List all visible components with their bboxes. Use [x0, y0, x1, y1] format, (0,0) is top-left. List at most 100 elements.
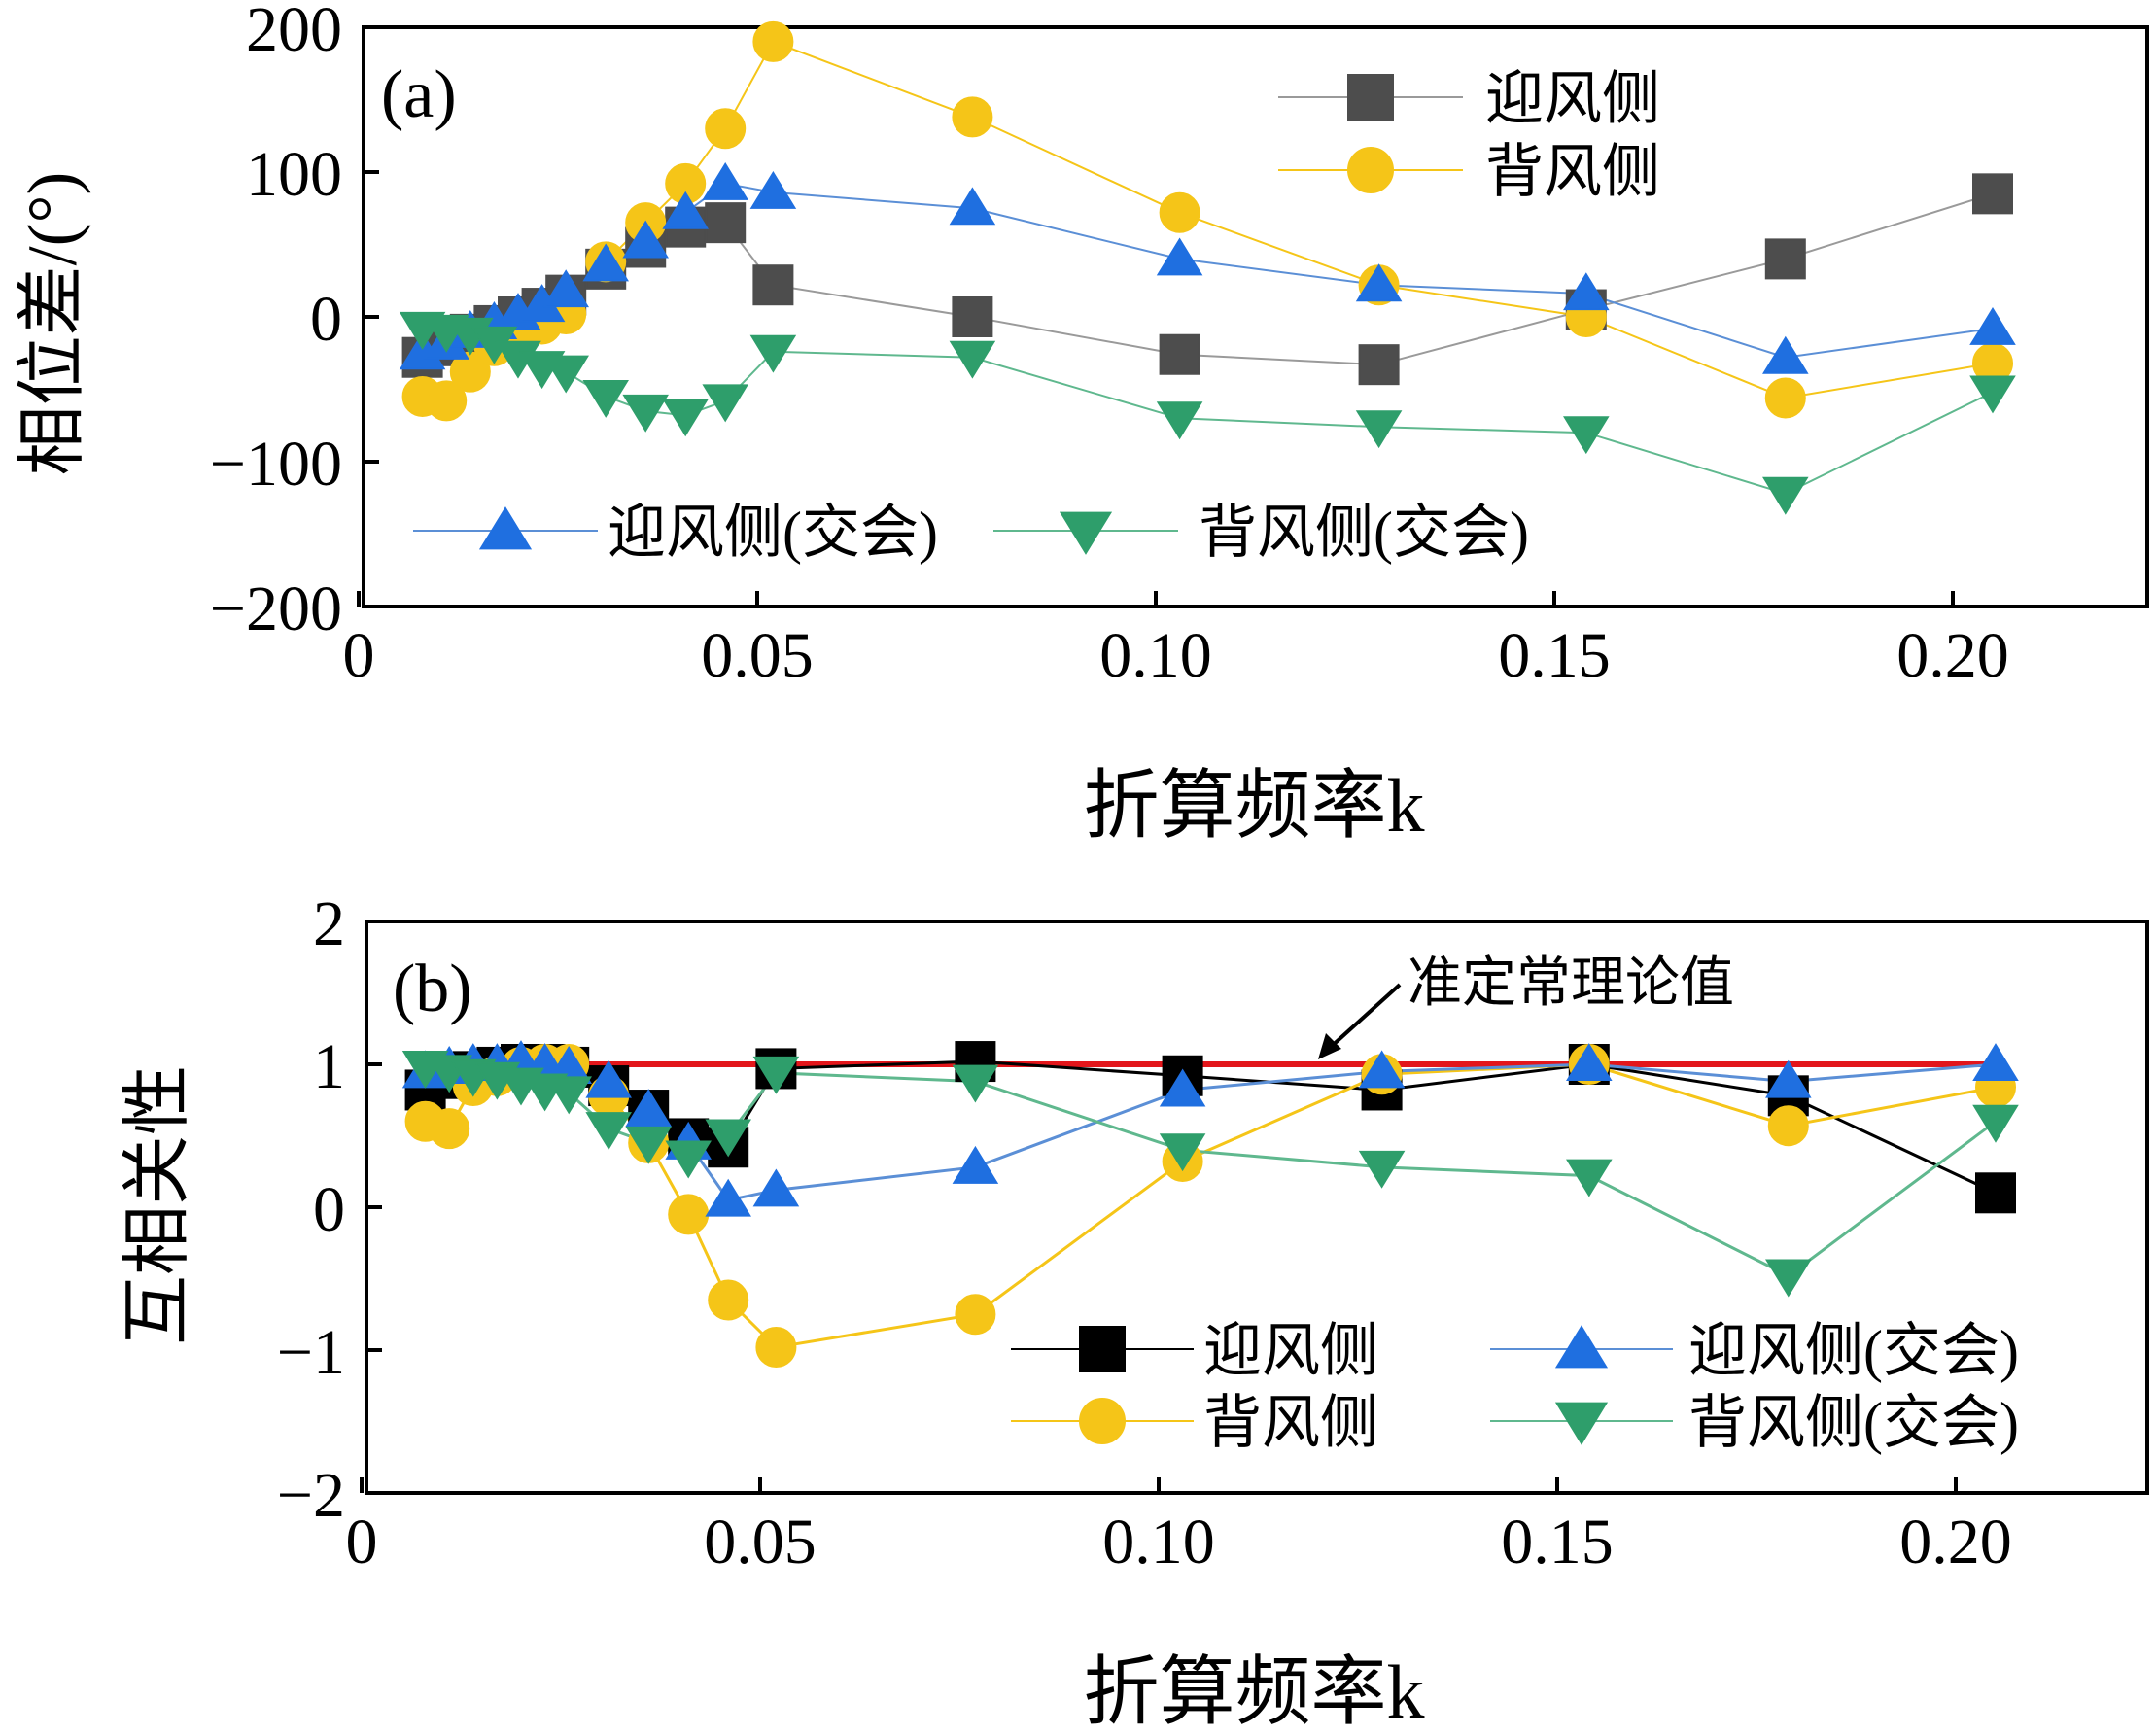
panel-a-windward-point — [952, 296, 993, 337]
panel-a-y-tick-label: 200 — [246, 0, 342, 65]
panel-b-windward-crossing-point — [952, 1145, 999, 1184]
panel-a-leeward-crossing-point — [662, 399, 709, 437]
panel-b-ticks: 0 0.05 0.10 0.15 0.20 2 1 0 −1 −2 — [277, 888, 2012, 1578]
panel-b-leeward-point — [1767, 1105, 1809, 1147]
panel-a-windward-point — [1358, 344, 1400, 386]
panel-a-legend-leeward-marker — [1347, 147, 1394, 193]
panel-a-ticks: 0 0.05 0.10 0.15 0.20 200 100 0 −100 −200 — [210, 0, 2009, 691]
panel-a-windward-point — [1159, 333, 1200, 375]
panel-a-y-tick-label: −100 — [210, 429, 342, 500]
panel-a-leeward-crossing-point — [949, 340, 996, 379]
panel-a-windward-crossing-point — [749, 170, 797, 209]
panel-a-label: (a) — [381, 57, 457, 132]
panel-a-legend-leeward-crossing-label: 背风侧(交会) — [1199, 501, 1529, 565]
panel-b-legend-leeward-label: 背风侧 — [1203, 1391, 1378, 1455]
panel-a-leeward-crossing-point — [702, 384, 748, 423]
panel-b-label: (b) — [393, 952, 472, 1026]
panel-a-windward-point — [705, 202, 747, 244]
panel-a-windward-crossing-point — [1969, 307, 2016, 345]
panel-b-windward-point — [1975, 1172, 2016, 1214]
panel-a-leeward-crossing-point — [1156, 401, 1203, 440]
panel-a-x-tick-label: 0 — [343, 620, 375, 691]
panel-b-reference-line-group: 准定常理论值 — [425, 954, 1996, 1067]
panel-b-series-markers — [401, 1040, 2019, 1369]
panel-a-leeward-point — [705, 108, 747, 150]
panel-b-y-tick-label: 0 — [313, 1174, 345, 1245]
panel-a-leeward-point — [426, 380, 468, 422]
panel-a-windward-crossing-point — [662, 191, 709, 229]
panel-a-x-tick-label: 0.10 — [1099, 620, 1212, 691]
panel-a-leeward-crossing-point — [622, 394, 669, 433]
panel-b-leeward-crossing-point — [1566, 1159, 1613, 1197]
panel-a-windward-point — [1972, 173, 2013, 215]
panel-b-y-axis-title: 互相关性 — [119, 1065, 196, 1345]
panel-b-windward-crossing-point — [1566, 1043, 1613, 1081]
panel-b-leeward-crossing-point — [1765, 1259, 1812, 1298]
panel-b-leeward-crossing-point — [1358, 1150, 1406, 1189]
panel-a-leeward-point — [1159, 191, 1200, 233]
panel-a-windward-crossing-point — [702, 162, 748, 200]
panel-a-x-axis-title: 折算频率k — [1083, 763, 1424, 848]
panel-b-leeward-crossing-point — [545, 1076, 592, 1115]
panel-b-leeward-point — [708, 1279, 749, 1321]
panel-b-legend-windward-label: 迎风侧 — [1203, 1319, 1378, 1383]
panel-a-leeward-crossing-point — [1969, 375, 2016, 414]
panel-b-leeward-crossing-point — [705, 1119, 751, 1158]
panel-a-x-tick-label: 0.15 — [1498, 620, 1611, 691]
panel-a-legend-windward-label: 迎风侧 — [1485, 67, 1660, 131]
panel-a-windward-crossing-point — [1355, 263, 1403, 302]
panel-a-y-tick-label: 0 — [310, 284, 342, 355]
annotation-arrow-shaft — [1328, 983, 1402, 1050]
panel-b-windward-crossing-point — [1159, 1068, 1206, 1107]
panel-a-leeward-crossing-point — [582, 379, 629, 418]
panel-a-y-tick-label: 100 — [246, 139, 342, 210]
panel-a-leeward-point — [952, 96, 993, 138]
reference-line-label: 准定常理论值 — [1408, 954, 1734, 1014]
panel-a-leeward-crossing-point — [1762, 476, 1809, 515]
panel-a-legend-leeward-label: 背风侧 — [1485, 140, 1660, 204]
panel-b-y-tick-label: −1 — [277, 1317, 345, 1388]
panel-b-leeward-point — [429, 1108, 470, 1150]
panel-b-legend-leeward-marker — [1079, 1398, 1126, 1444]
panel-b-leeward-point — [955, 1294, 996, 1336]
panel-b-windward-crossing-point — [1358, 1050, 1406, 1089]
panel-a-legend-windward-marker — [1347, 74, 1394, 121]
panel-b-windward-crossing-point — [705, 1178, 751, 1217]
panel-a-x-tick-label: 0.05 — [701, 620, 814, 691]
panel-b-x-axis-title: 折算频率k — [1083, 1649, 1424, 1734]
panel-b-leeward-crossing-point — [625, 1126, 672, 1164]
panel-a-windward-crossing-point — [1156, 237, 1203, 276]
panel-b-leeward-crossing-point — [665, 1140, 712, 1179]
panel-a-y-tick-label: −200 — [210, 573, 342, 644]
panel-b-x-tick-label: 0 — [346, 1507, 378, 1578]
panel-b-x-tick-label: 0.10 — [1102, 1507, 1215, 1578]
panel-a-windward-crossing-point — [582, 243, 629, 282]
panel-b-y-tick-label: 1 — [313, 1031, 345, 1102]
panel-b-x-tick-label: 0.05 — [704, 1507, 817, 1578]
panel-a-legend-windward-crossing-marker — [478, 506, 533, 550]
panel-a-windward-crossing-point — [542, 269, 589, 308]
panel-b-windward-crossing-point — [752, 1168, 800, 1207]
panel-a-windward-point — [1764, 238, 1806, 280]
panel-a-x-tick-label: 0.20 — [1896, 620, 2009, 691]
panel-b-y-tick-label: −2 — [277, 1460, 345, 1531]
panel-b-leeward-crossing-point — [752, 1056, 800, 1094]
panel-a-leeward-crossing-point — [1563, 416, 1610, 455]
panel-b-legend-windward-marker — [1079, 1326, 1126, 1372]
panel-a-series-markers — [399, 20, 2016, 515]
panel-a-legend-leeward-crossing-marker — [1059, 511, 1113, 555]
panel-b-leeward-point — [668, 1194, 710, 1235]
panel-b-leeward-crossing-point — [585, 1112, 632, 1151]
panel-a-leeward-crossing-point — [749, 334, 797, 373]
panel-a-leeward-point — [752, 20, 794, 62]
panel-b-x-tick-label: 0.20 — [1899, 1507, 2012, 1578]
panel-a-windward-crossing-point — [949, 187, 996, 226]
panel-b-y-tick-label: 2 — [313, 888, 345, 959]
panel-b-legend-leeward-crossing-label: 背风侧(交会) — [1688, 1391, 2019, 1455]
panel-b-legend-windward-crossing-label: 迎风侧(交会) — [1688, 1319, 2019, 1383]
panel-a-y-axis-title: 相位差/(°) — [14, 172, 91, 476]
panel-a-leeward-crossing-point — [1355, 410, 1403, 449]
